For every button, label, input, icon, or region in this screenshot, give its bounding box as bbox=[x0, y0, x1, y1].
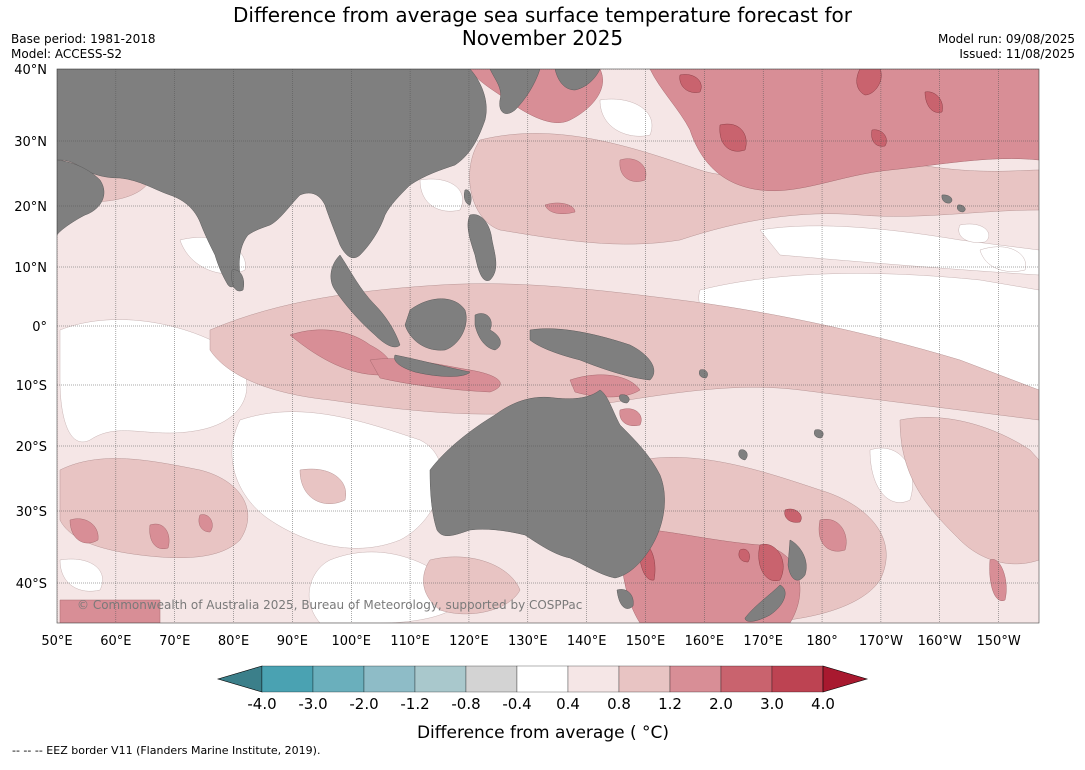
colorbar-arrow-high bbox=[822, 665, 869, 693]
map-area bbox=[57, 69, 1039, 623]
anomaly-2-0-3-0-regions bbox=[639, 69, 943, 581]
lon-tick-label: 100°E bbox=[331, 634, 371, 649]
base-period: Base period: 1981-2018 bbox=[11, 32, 156, 46]
colorbar-tick-label: -1.2 bbox=[400, 695, 429, 713]
colorbar-tick-label: -0.4 bbox=[502, 695, 531, 713]
lat-tick-label: 40°N bbox=[14, 63, 47, 78]
colorbar-tick-label: 1.2 bbox=[658, 695, 682, 713]
colorbar-swatch bbox=[720, 665, 773, 693]
eez-note: -- -- -- EEZ border V11 (Flanders Marine… bbox=[12, 744, 321, 757]
issued-date: Issued: 11/08/2025 bbox=[959, 47, 1075, 61]
title-line-2: November 2025 bbox=[461, 26, 624, 50]
colorbar-swatch bbox=[312, 665, 365, 693]
lon-tick-label: 170°E bbox=[743, 634, 783, 649]
colorbar-swatch bbox=[771, 665, 824, 693]
colorbar-tick-label: -2.0 bbox=[349, 695, 378, 713]
colorbar-tick-label: 3.0 bbox=[760, 695, 784, 713]
lon-tick-label: 150°W bbox=[977, 634, 1021, 649]
lat-tick-label: 40°S bbox=[16, 577, 47, 592]
lon-tick-label: 70°E bbox=[159, 634, 190, 649]
colorbar-tick-label: -4.0 bbox=[247, 695, 276, 713]
colorbar-swatch bbox=[414, 665, 467, 693]
colorbar-arrow-low bbox=[216, 665, 263, 693]
land-masses bbox=[57, 69, 966, 622]
colorbar-tick-label: 0.8 bbox=[607, 695, 631, 713]
title-line-1: Difference from average sea surface temp… bbox=[232, 3, 852, 27]
colorbar: -4.0 -3.0 -2.0 -1.2 -0.8 -0.4 0.4 0.8 1.2 2.0 3.0 4… bbox=[216, 665, 869, 713]
lon-tick-label: 140°E bbox=[567, 634, 607, 649]
longitude-axis: 50°E 60°E 70°E 80°E 90°E 100°E 110°E 120°E 130°E… bbox=[41, 634, 1020, 649]
lon-tick-label: 80°E bbox=[218, 634, 249, 649]
lat-tick-label: 20°S bbox=[16, 440, 47, 455]
lon-tick-label: 180° bbox=[806, 634, 837, 649]
lat-tick-label: 20°N bbox=[14, 200, 47, 215]
lon-tick-label: 120°E bbox=[449, 634, 489, 649]
colorbar-swatch bbox=[567, 665, 620, 693]
lon-tick-label: 110°E bbox=[390, 634, 430, 649]
colorbar-tick-label: 4.0 bbox=[811, 695, 835, 713]
colorbar-label: Difference from average ( °C) bbox=[417, 723, 669, 743]
colorbar-swatch bbox=[516, 665, 569, 693]
lon-tick-label: 160°W bbox=[918, 634, 962, 649]
lon-tick-label: 160°E bbox=[685, 634, 725, 649]
colorbar-tick-label: 0.4 bbox=[556, 695, 580, 713]
run-info: Model run: 09/08/2025 Issued: 11/08/2025 bbox=[938, 32, 1075, 62]
lat-tick-label: 10°N bbox=[14, 261, 47, 276]
colorbar-tick-label: -3.0 bbox=[298, 695, 327, 713]
map-title: Difference from average sea surface temp… bbox=[0, 4, 1085, 50]
colorbar-swatch bbox=[363, 665, 416, 693]
model-info: Base period: 1981-2018 Model: ACCESS-S2 bbox=[11, 32, 156, 62]
colorbar-swatch bbox=[465, 665, 518, 693]
latitude-axis: 40°N 30°N 20°N 10°N 0° 10°S 20°S 30°S 40°S bbox=[14, 63, 47, 592]
gridlines bbox=[57, 69, 1039, 623]
colorbar-tick-label: 2.0 bbox=[709, 695, 733, 713]
colorbar-swatch bbox=[261, 665, 314, 693]
lat-tick-label: 30°S bbox=[16, 505, 47, 520]
lon-tick-label: 90°E bbox=[277, 634, 308, 649]
colorbar-swatch bbox=[669, 665, 722, 693]
lon-tick-label: 170°W bbox=[859, 634, 903, 649]
model-run: Model run: 09/08/2025 bbox=[937, 32, 1075, 46]
model-name: Model: ACCESS-S2 bbox=[11, 47, 123, 61]
lon-tick-label: 150°E bbox=[626, 634, 666, 649]
colorbar-tick-label: -0.8 bbox=[451, 695, 480, 713]
lon-tick-label: 60°E bbox=[100, 634, 131, 649]
lat-tick-label: 30°N bbox=[14, 135, 47, 150]
lat-tick-label: 10°S bbox=[16, 379, 47, 394]
copyright-text: © Commonwealth of Australia 2025, Bureau… bbox=[77, 598, 582, 612]
lat-tick-label: 0° bbox=[32, 320, 47, 335]
map-frame bbox=[56, 68, 1040, 624]
colorbar-swatch bbox=[618, 665, 671, 693]
lon-tick-label: 130°E bbox=[508, 634, 548, 649]
lon-tick-label: 50°E bbox=[41, 634, 72, 649]
